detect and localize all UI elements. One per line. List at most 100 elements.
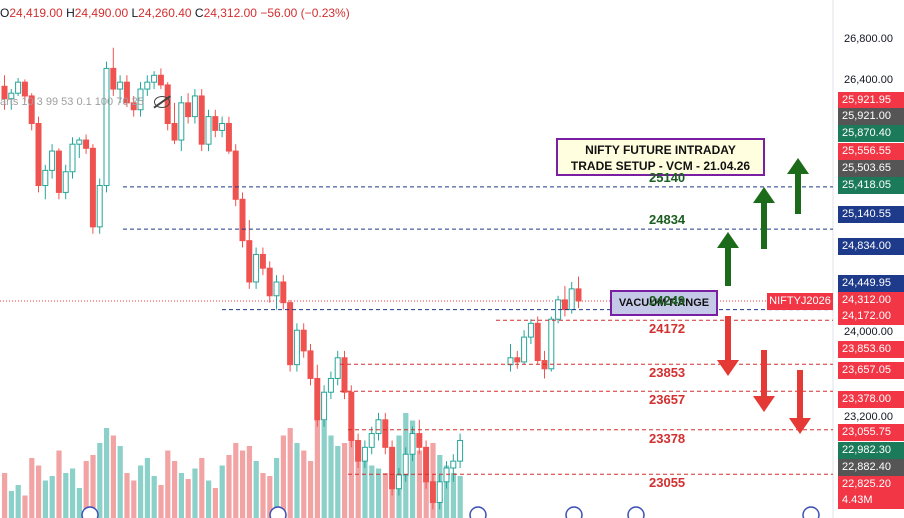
y-axis-tick: 26,400.00: [844, 74, 893, 86]
volume-bar: [36, 465, 42, 518]
y-axis-tick: 23,200.00: [844, 411, 893, 423]
candle: [96, 185, 103, 228]
candle: [307, 350, 314, 379]
y-axis-tick: 24,000.00: [844, 326, 893, 338]
volume-bar: [76, 488, 82, 518]
candle: [293, 329, 300, 366]
candle: [548, 318, 555, 370]
arrow-down-icon-shaft: [797, 370, 803, 420]
candle: [117, 81, 124, 90]
candle: [42, 169, 49, 187]
candle: [568, 288, 575, 311]
volume-bar: [124, 473, 130, 518]
volume-bar: [287, 428, 293, 518]
volume-bar: [29, 458, 35, 518]
candle: [327, 377, 334, 393]
eye-hidden-icon[interactable]: [153, 96, 170, 109]
volume-bar: [280, 435, 286, 518]
candle: [212, 116, 219, 131]
level-label-23055: 23055: [649, 475, 686, 491]
volume-bar: [144, 458, 150, 518]
candle: [423, 446, 430, 483]
volume-bar: [2, 473, 8, 518]
candle: [225, 123, 232, 152]
candle: [205, 116, 212, 145]
price-tag: 22,882.40: [838, 459, 904, 476]
close-value: 24,312.00: [203, 6, 257, 20]
volume-bar: [49, 476, 55, 518]
candle: [123, 81, 130, 104]
price-tag: 24,312.00: [838, 292, 904, 309]
candle: [55, 150, 62, 193]
event-marker-icon[interactable]: [565, 506, 583, 518]
candle: [198, 95, 205, 145]
high-label: H: [66, 6, 75, 20]
candle: [436, 481, 443, 503]
volume-bar: [328, 435, 334, 518]
candle: [62, 171, 69, 193]
volume-bar: [192, 468, 198, 518]
candle: [21, 81, 28, 97]
level-label-23853: 23853: [649, 365, 686, 381]
volume-bar: [444, 465, 450, 518]
price-tag: 24,834.00: [838, 238, 904, 255]
volume-bar: [117, 446, 123, 518]
price-tag: 25,870.40: [838, 125, 904, 142]
candle: [368, 433, 375, 448]
candle: [259, 253, 266, 269]
candle: [28, 95, 35, 125]
candle: [314, 377, 321, 421]
price-tag: 23,055.75: [838, 424, 904, 441]
price-tag: 25,503.65: [838, 160, 904, 177]
event-marker-icon[interactable]: [802, 506, 820, 518]
candle: [287, 302, 294, 366]
close-label: C: [194, 6, 204, 20]
event-marker-icon[interactable]: [81, 506, 99, 518]
event-marker-icon[interactable]: [627, 506, 645, 518]
volume-bar: [376, 468, 382, 518]
volume-bar: [457, 476, 463, 518]
candle: [450, 460, 457, 469]
volume-bar: [90, 455, 96, 518]
low-value: 24,260.40: [138, 6, 192, 20]
candle: [35, 123, 42, 187]
price-tag: 22,982.30: [838, 442, 904, 459]
candle: [232, 150, 239, 200]
volume-bar: [314, 413, 320, 518]
volume-bar: [104, 428, 110, 518]
price-tag: 25,921.95: [838, 92, 904, 109]
candle: [402, 453, 409, 476]
event-marker-icon[interactable]: [269, 506, 287, 518]
level-label-24834: 24834: [649, 212, 686, 228]
candle: [15, 81, 22, 94]
volume-bar: [97, 443, 103, 518]
open-value: 24,419.00: [9, 6, 63, 20]
candle: [389, 446, 396, 490]
candle: [280, 281, 287, 304]
level-label-24172: 24172: [649, 321, 686, 337]
volume-bar: [206, 480, 212, 518]
candle: [429, 481, 436, 503]
volume-bar: [165, 450, 171, 518]
candle: [76, 139, 83, 145]
candle: [137, 88, 144, 111]
open-label: O: [0, 6, 10, 20]
volume-bar: [63, 473, 69, 518]
candle: [334, 357, 341, 379]
arrow-up-icon-shaft: [725, 246, 731, 286]
candle: [416, 433, 423, 448]
arrow-down-icon: [753, 396, 775, 412]
candle: [355, 439, 362, 462]
candle: [191, 95, 198, 118]
setup-title-box: NIFTY FUTURE INTRADAY TRADE SETUP - VCM …: [556, 138, 765, 176]
price-tag: 4.43M: [838, 492, 904, 509]
event-marker-icon[interactable]: [469, 506, 487, 518]
low-label: L: [131, 6, 139, 20]
volume-bar: [172, 461, 178, 518]
volume-bar: [369, 465, 375, 518]
volume-bar: [274, 458, 280, 518]
volume-bar: [8, 491, 14, 518]
candle: [361, 446, 368, 462]
indicator-legend[interactable]: arts 10 3 99 53 0.1 100 70 25: [0, 96, 170, 109]
